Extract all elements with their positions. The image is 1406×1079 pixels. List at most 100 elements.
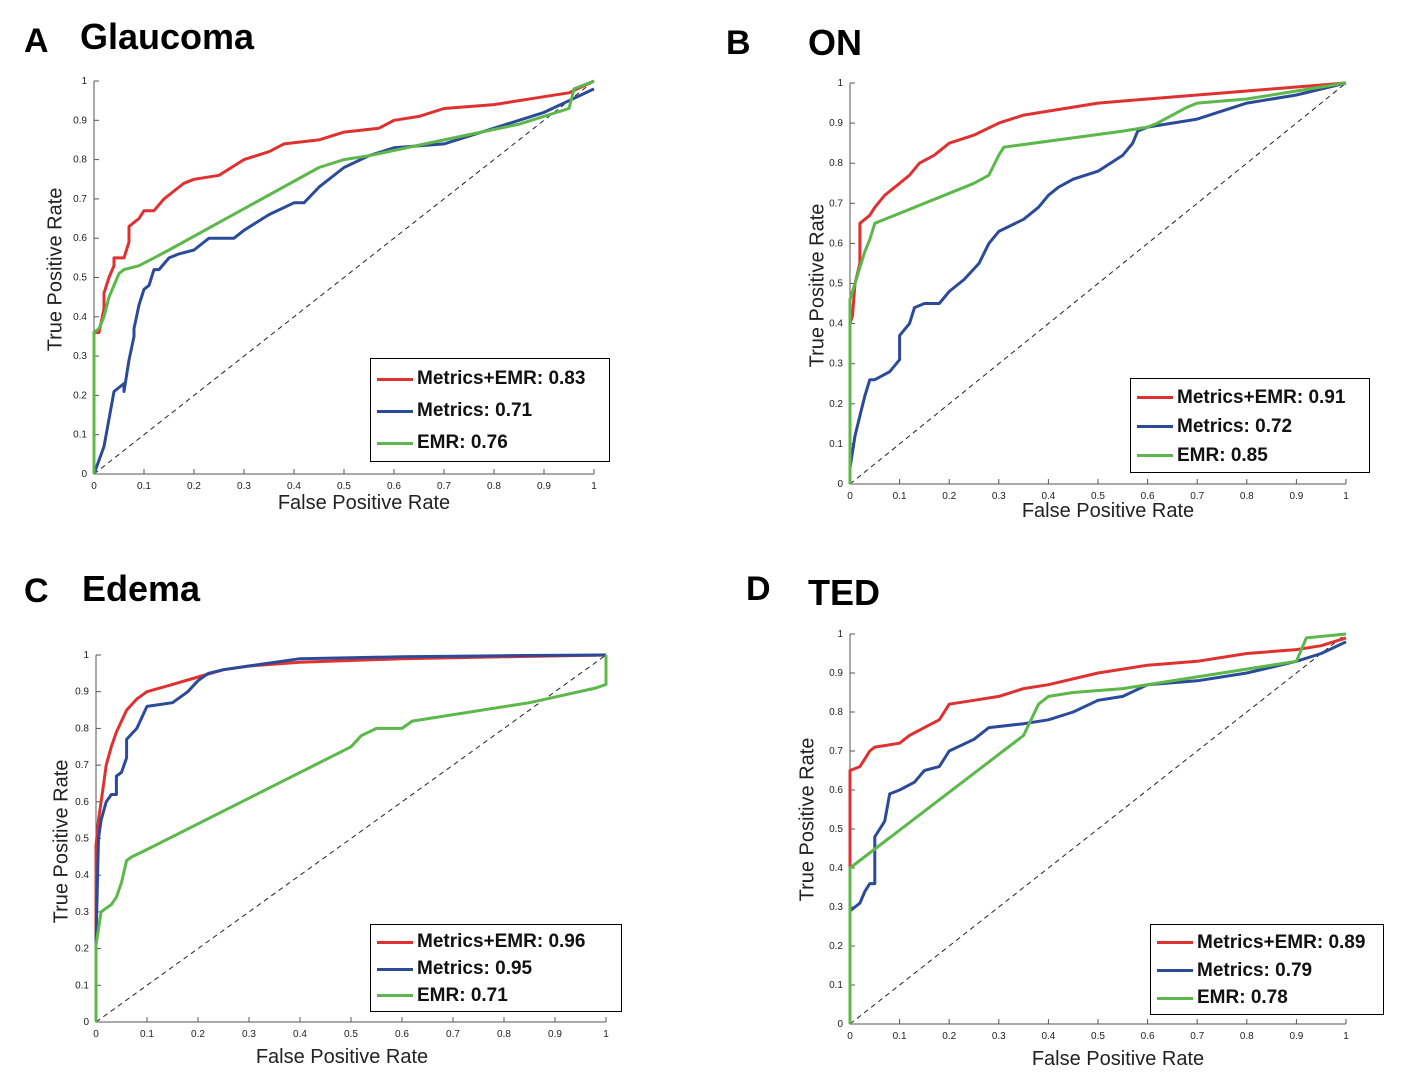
x-tick-label: 0.6 [1141, 1031, 1155, 1042]
legend-swatch [1137, 396, 1173, 399]
x-tick-label: 0.6 [1141, 491, 1155, 502]
y-axis-label: True Positive Rate [806, 203, 829, 368]
legend-entry: Metrics+EMR: 0.96 [377, 928, 585, 956]
panel-letter: C [24, 572, 49, 610]
legend-swatch [377, 377, 413, 381]
x-tick-label: 0.3 [992, 491, 1006, 502]
x-tick-label: 0 [93, 1029, 99, 1040]
panel-letter: A [24, 22, 49, 60]
diagonal-reference-line [849, 633, 1347, 1025]
x-tick-label: 0.1 [137, 481, 151, 492]
y-tick-label: 0 [81, 469, 87, 480]
y-tick-label: 0.4 [73, 312, 87, 323]
legend-label: EMR: 0.76 [417, 432, 508, 453]
series-line-metrics-emr [848, 81, 1347, 484]
legend-label: Metrics: 0.79 [1197, 959, 1313, 981]
y-tick-label: 0.6 [829, 238, 843, 249]
legend-entry: EMR: 0.71 [377, 982, 508, 1010]
legend-entry: Metrics: 0.95 [377, 955, 532, 983]
series-line-metrics-emr [92, 79, 595, 474]
legend: Metrics+EMR: 0.91 Metrics: 0.72 EMR: 0.85 [1130, 378, 1370, 473]
y-tick-label: 0 [83, 1017, 89, 1028]
legend-swatch [377, 940, 413, 944]
x-tick-label: 0.1 [893, 1031, 907, 1042]
x-tick-label: 0.9 [537, 481, 551, 492]
y-tick-label: 0.5 [829, 279, 843, 290]
x-tick-label: 1 [1343, 1031, 1349, 1042]
x-tick-label: 0.5 [337, 481, 351, 492]
x-tick-label: 0.2 [187, 481, 201, 492]
y-tick-label: 0 [837, 1019, 843, 1030]
legend-swatch [1157, 969, 1193, 972]
x-axis-label: False Positive Rate [277, 492, 451, 514]
x-tick-label: 0.7 [446, 1029, 460, 1040]
legend-swatch [1137, 454, 1173, 457]
panel-ted: D TED 0 0 0.1 0.1 0.2 0.2 0.3 0.3 0.4 0.4 0.5 0.5 0.… [700, 540, 1406, 1079]
legend-swatch [377, 967, 413, 971]
x-tick-label: 0.3 [237, 481, 251, 492]
y-tick-label: 0.7 [75, 760, 89, 771]
legend-label: Metrics+EMR: 0.96 [417, 931, 586, 953]
legend-swatch [377, 441, 413, 445]
legend-entry: Metrics: 0.72 [1137, 413, 1292, 441]
series-line-metrics-emr [94, 653, 607, 1022]
series-line-emr [848, 81, 1347, 484]
legend-label: Metrics: 0.71 [417, 400, 533, 421]
series-line-metrics [94, 653, 607, 1022]
y-tick-label: 0.2 [73, 390, 87, 401]
x-tick-label: 1 [591, 481, 597, 492]
x-tick-label: 0.8 [1240, 491, 1254, 502]
x-tick-label: 0 [91, 481, 97, 492]
legend: Metrics+EMR: 0.83 Metrics: 0.71 EMR: 0.76 [370, 358, 610, 462]
diagonal-reference-line [95, 654, 607, 1023]
x-tick-label: 0.8 [497, 1029, 511, 1040]
legend-swatch [1137, 425, 1173, 428]
y-tick-label: 0.1 [829, 980, 843, 991]
x-axis-label: False Positive Rate [255, 1046, 429, 1068]
y-tick-label: 0.1 [829, 439, 843, 450]
series-line-emr [94, 655, 608, 1022]
series-line-emr [92, 79, 595, 474]
series-line-emr [848, 632, 1347, 1024]
y-axis-label: True Positive Rate [44, 187, 67, 352]
y-tick-label: 0.9 [829, 668, 843, 679]
chart-plot: 00 0.1 0.1 0.2 0.2 0.3 0.3 0.4 0.4 0.5 0.5 0.6 0.6 0.… [829, 78, 1349, 502]
legend-label: EMR: 0.78 [1197, 987, 1288, 1009]
y-tick-label: 0.8 [73, 155, 87, 166]
x-tick-label: 0.2 [191, 1029, 205, 1040]
y-tick-label: 0.7 [829, 746, 843, 757]
x-tick-label: 0.1 [140, 1029, 154, 1040]
x-tick-label: 1 [603, 1029, 609, 1040]
x-tick-label: 0.4 [287, 481, 301, 492]
y-tick-label: 0.6 [829, 785, 843, 796]
y-axis-label: True Positive Rate [796, 737, 819, 902]
panel-on: B ON 0 0 0.1 0.1 0.2 0.2 0.3 0.3 0.4 0.4 0.5 0.5 0.6… [700, 0, 1406, 540]
legend-label: Metrics+EMR: 0.91 [1177, 386, 1346, 408]
series-line-metrics [848, 81, 1347, 484]
legend-swatch [377, 994, 413, 998]
y-tick-label: 0.3 [73, 351, 87, 362]
legend-entry: Metrics: 0.79 [1157, 957, 1312, 985]
panel-edema: C Edema 0 0 0.1 0.1 0.2 0.2 0.3 0.3 0.4 0.4 0.5 0.5… [0, 540, 700, 1079]
y-tick-label: 0.2 [829, 941, 843, 952]
y-tick-label: 0.9 [829, 118, 843, 129]
diagonal-reference-line [93, 80, 595, 475]
x-axis-label: False Positive Rate [1021, 500, 1195, 522]
chart-title: Edema [82, 568, 201, 609]
x-tick-label: 0.4 [293, 1029, 307, 1040]
chart-title: Glaucoma [80, 16, 255, 57]
x-tick-label: 0.2 [942, 1031, 956, 1042]
x-tick-label: 0.9 [1289, 491, 1303, 502]
series-line-metrics-emr [848, 636, 1347, 1024]
y-tick-label: 0 [837, 479, 843, 490]
legend: Metrics+EMR: 0.89 Metrics: 0.79 EMR: 0.78 [1150, 924, 1384, 1015]
x-tick-label: 0.4 [1041, 491, 1055, 502]
x-tick-label: 0.5 [1091, 1031, 1105, 1042]
y-tick-label: 0.2 [829, 399, 843, 410]
legend-label: Metrics: 0.72 [1177, 415, 1293, 437]
y-tick-label: 0.7 [829, 198, 843, 209]
legend-swatch [377, 409, 413, 413]
y-tick-label: 0.3 [829, 359, 843, 370]
x-tick-label: 0.2 [942, 491, 956, 502]
legend: Metrics+EMR: 0.96 Metrics: 0.95 EMR: 0.71 [370, 924, 622, 1012]
